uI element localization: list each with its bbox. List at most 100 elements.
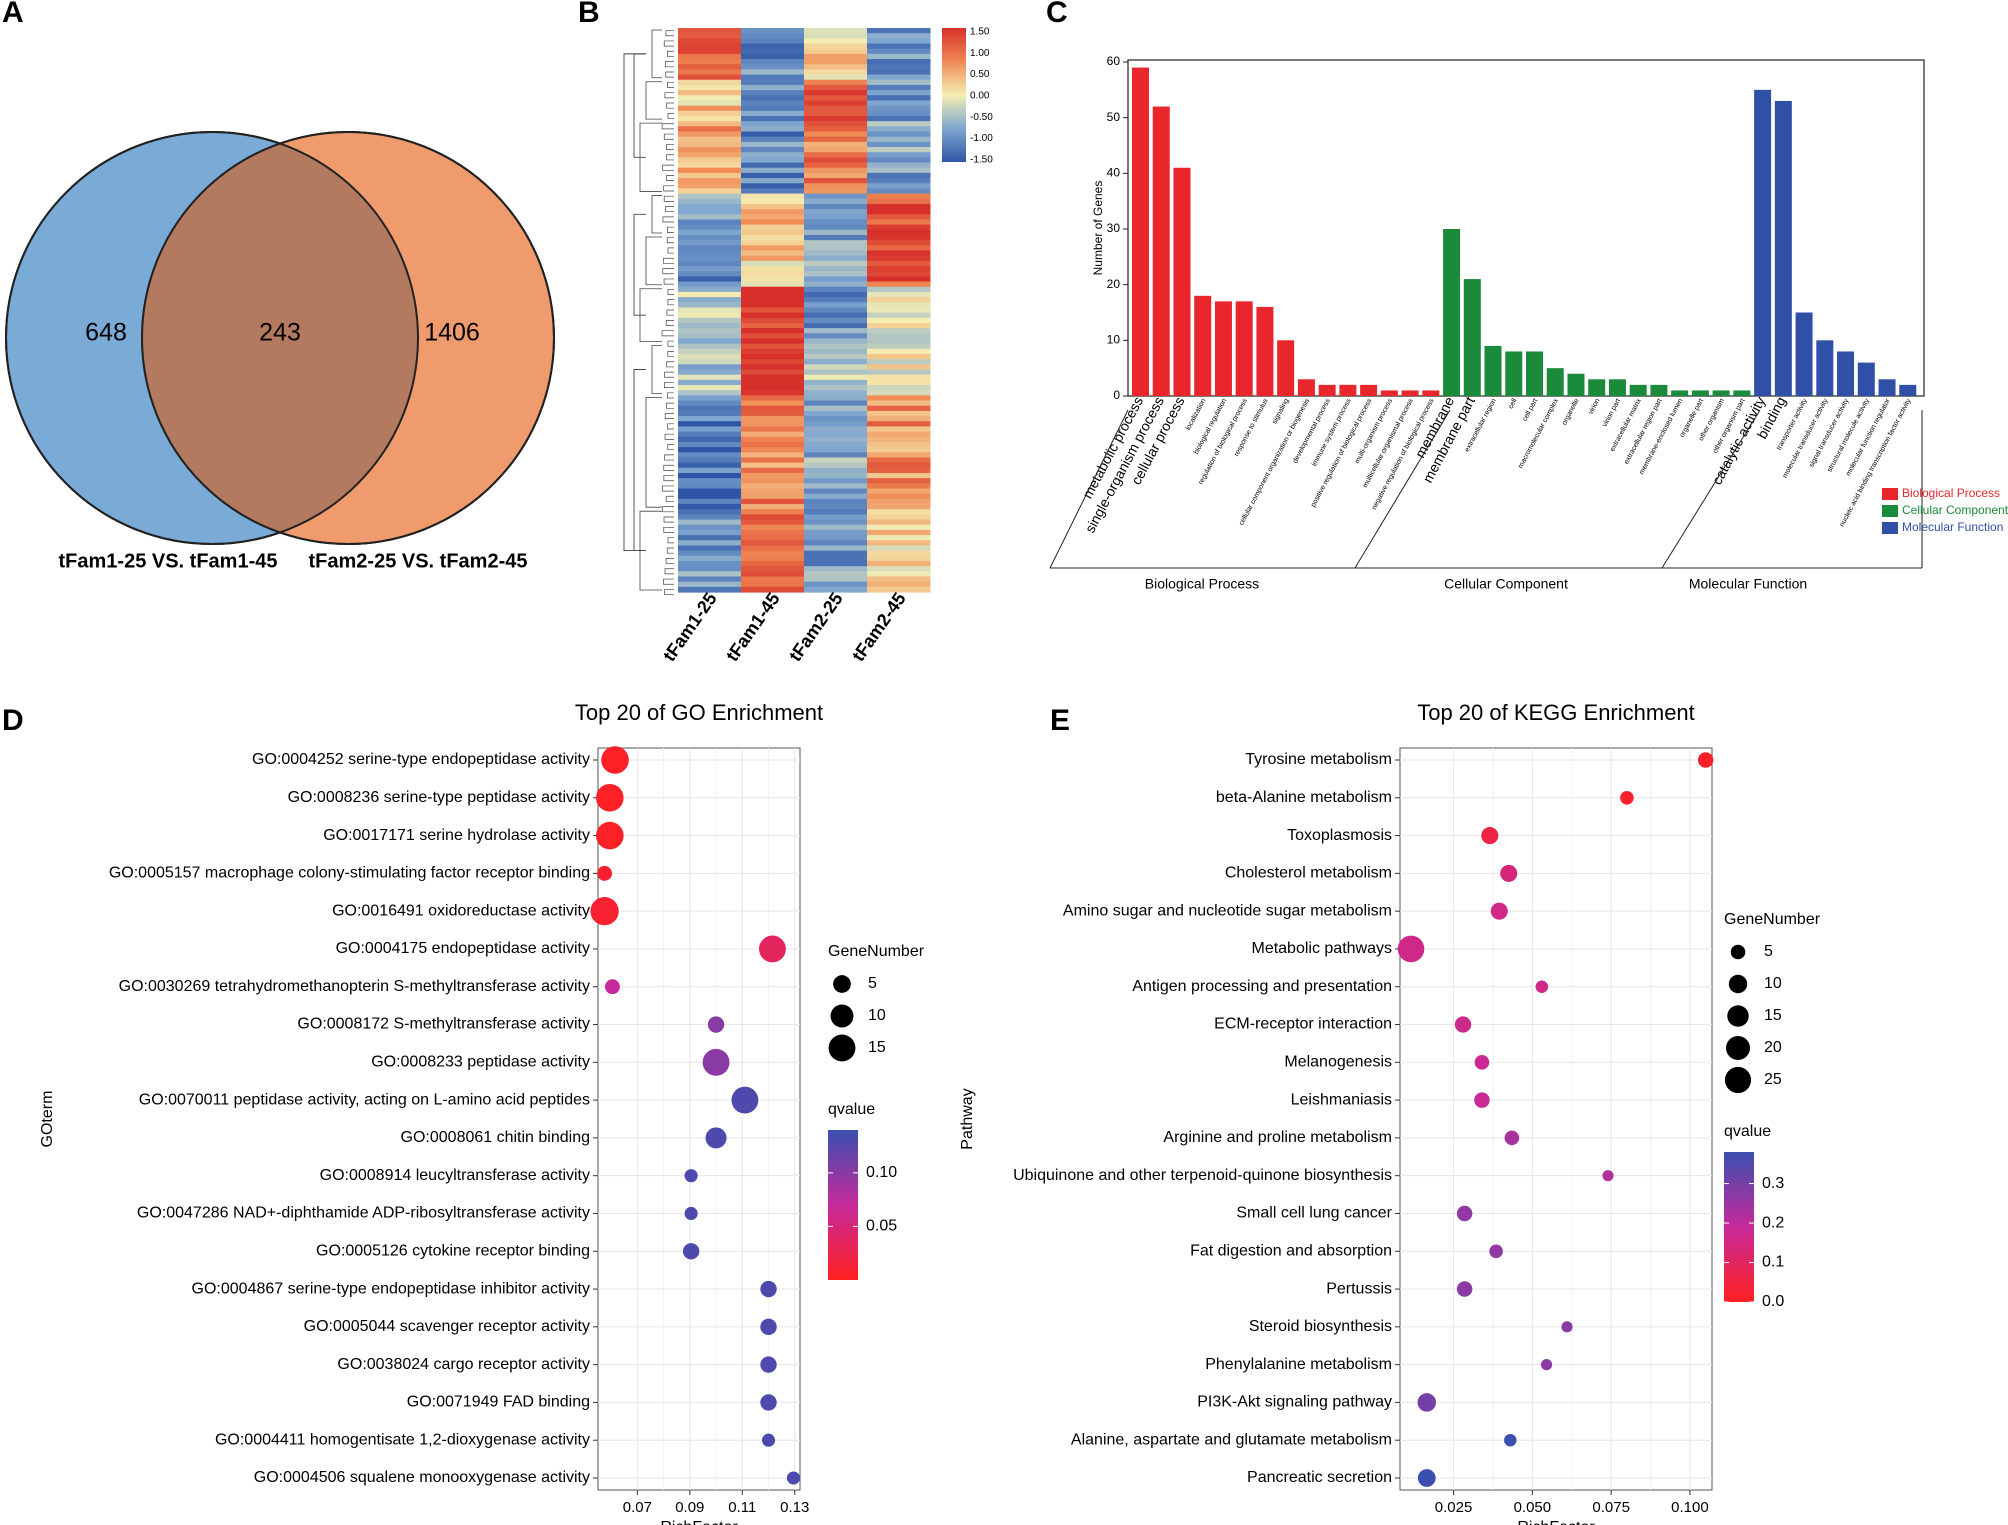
heatmap-cell: [741, 431, 805, 438]
heatmap-cell: [867, 498, 931, 505]
dendrogram-branch: [663, 578, 674, 585]
heatmap-cell: [678, 483, 742, 490]
heatmap-cell: [867, 234, 931, 241]
heatmap-cell: [804, 566, 868, 572]
legend-label: Cellular Component: [1902, 503, 2008, 517]
go-bar: [1691, 390, 1709, 396]
heatmap-cell: [678, 364, 742, 371]
x-tick-label: 0.13: [780, 1499, 809, 1516]
heatmap-cell: [804, 131, 868, 138]
x-tick-label: 0.025: [1435, 1499, 1473, 1516]
heatmap-cell: [804, 524, 868, 531]
heatmap-cell: [867, 224, 931, 231]
heatmap-cell: [867, 188, 931, 195]
term-label: GO:0008172 S-methyltransferase activity: [297, 1016, 590, 1033]
heatmap-cell: [804, 172, 868, 179]
dendrogram-branch: [665, 71, 674, 78]
heatmap-cell: [867, 260, 931, 267]
heatmap-cell: [867, 390, 931, 396]
term-label: GO:0030269 tetrahydromethanopterin S-met…: [119, 978, 590, 995]
go-bar: [1214, 301, 1232, 396]
heatmap-cell: [867, 421, 931, 428]
heatmap-cell: [804, 467, 868, 474]
colorbar-tick-label: 0.10: [866, 1164, 897, 1181]
heatmap-cell: [867, 328, 931, 334]
heatmap-cell: [741, 209, 805, 215]
y-axis-label: Pathway: [959, 1088, 976, 1149]
venn-left-count: 648: [85, 319, 127, 347]
heatmap-cell: [741, 410, 805, 417]
heatmap-cell: [678, 234, 742, 241]
heatmap-cell: [741, 545, 805, 552]
term-label: Arginine and proline metabolism: [1163, 1129, 1392, 1146]
heatmap-cell: [678, 84, 742, 91]
size-legend-label: 15: [868, 1039, 886, 1056]
category-label: Molecular Function: [1689, 576, 1807, 592]
dendrogram-branch: [661, 123, 674, 130]
dendrogram-branch: [667, 444, 674, 451]
go-bar: [1650, 384, 1668, 396]
dendrogram-branch: [623, 53, 646, 552]
heatmap-cell: [867, 540, 931, 547]
heatmap-cell: [867, 535, 931, 541]
heatmap-cell: [678, 586, 742, 593]
legend-swatch: [1882, 505, 1898, 517]
heatmap-cell: [867, 126, 931, 133]
colorbar-tick-label: 0.3: [1762, 1175, 1784, 1192]
dendrogram-branch: [666, 402, 674, 409]
heatmap-cell: [804, 183, 868, 190]
heatmap-cell: [678, 214, 742, 221]
heatmap-cell: [741, 105, 805, 112]
dendrogram-branch: [662, 216, 674, 223]
heatmap-cell: [678, 131, 742, 138]
size-legend-dot: [833, 975, 851, 993]
heatmap-cell: [867, 90, 931, 96]
heatmap-cell: [678, 317, 742, 324]
colorbar-tick: -1.50: [970, 154, 993, 165]
term-label: GO:0008914 leucyltransferase activity: [320, 1167, 590, 1184]
heatmap-cell: [867, 115, 931, 122]
heatmap-cell: [804, 276, 868, 283]
term-label: GO:0070011 peptidase activity, acting on…: [139, 1091, 590, 1108]
heatmap-cell: [741, 514, 805, 521]
heatmap-cell: [804, 178, 868, 184]
heatmap-cell: [804, 271, 868, 277]
heatmap-cell: [678, 400, 742, 407]
heatmap-cell: [867, 38, 931, 45]
heatmap-cell: [678, 167, 742, 174]
heatmap-cell: [741, 167, 805, 174]
heatmap-cell: [804, 84, 868, 91]
go-bar: [1339, 384, 1357, 396]
heatmap-cell: [867, 566, 931, 572]
heatmap-cell: [804, 229, 868, 236]
heatmap-cell: [678, 307, 742, 314]
heatmap-cell: [741, 157, 805, 164]
heatmap-cell: [678, 566, 742, 572]
term-label: Melanogenesis: [1284, 1054, 1392, 1071]
term-label: beta-Alanine metabolism: [1216, 789, 1392, 806]
term-label: GO:0071949 FAD binding: [407, 1394, 590, 1411]
x-tick-label: 0.075: [1592, 1499, 1630, 1516]
dendrogram-branch: [667, 288, 674, 295]
heatmap-cell: [867, 405, 931, 412]
heatmap-cell: [804, 281, 868, 288]
go-bar: [1318, 384, 1336, 396]
heatmap-cell: [741, 110, 805, 117]
heatmap-cell: [867, 312, 931, 319]
heatmap-cell: [678, 121, 742, 127]
heatmap-cell: [867, 198, 931, 205]
go-bar: [1754, 89, 1772, 396]
heatmap-cell: [804, 105, 868, 112]
heatmap-cell: [867, 385, 931, 391]
heatmap-cell: [867, 416, 931, 422]
enrichment-point: [1504, 1433, 1517, 1447]
colorbar-tick: 1.50: [970, 27, 990, 38]
heatmap-cell: [678, 333, 742, 340]
go-bar: [1795, 312, 1813, 396]
venn-right-label: tFam2-25 VS. tFam2-45: [309, 550, 528, 572]
dendrogram-branch: [651, 345, 662, 394]
go-bar: [1526, 351, 1544, 396]
heatmap-cell: [867, 229, 931, 236]
heatmap-cell: [867, 410, 931, 417]
